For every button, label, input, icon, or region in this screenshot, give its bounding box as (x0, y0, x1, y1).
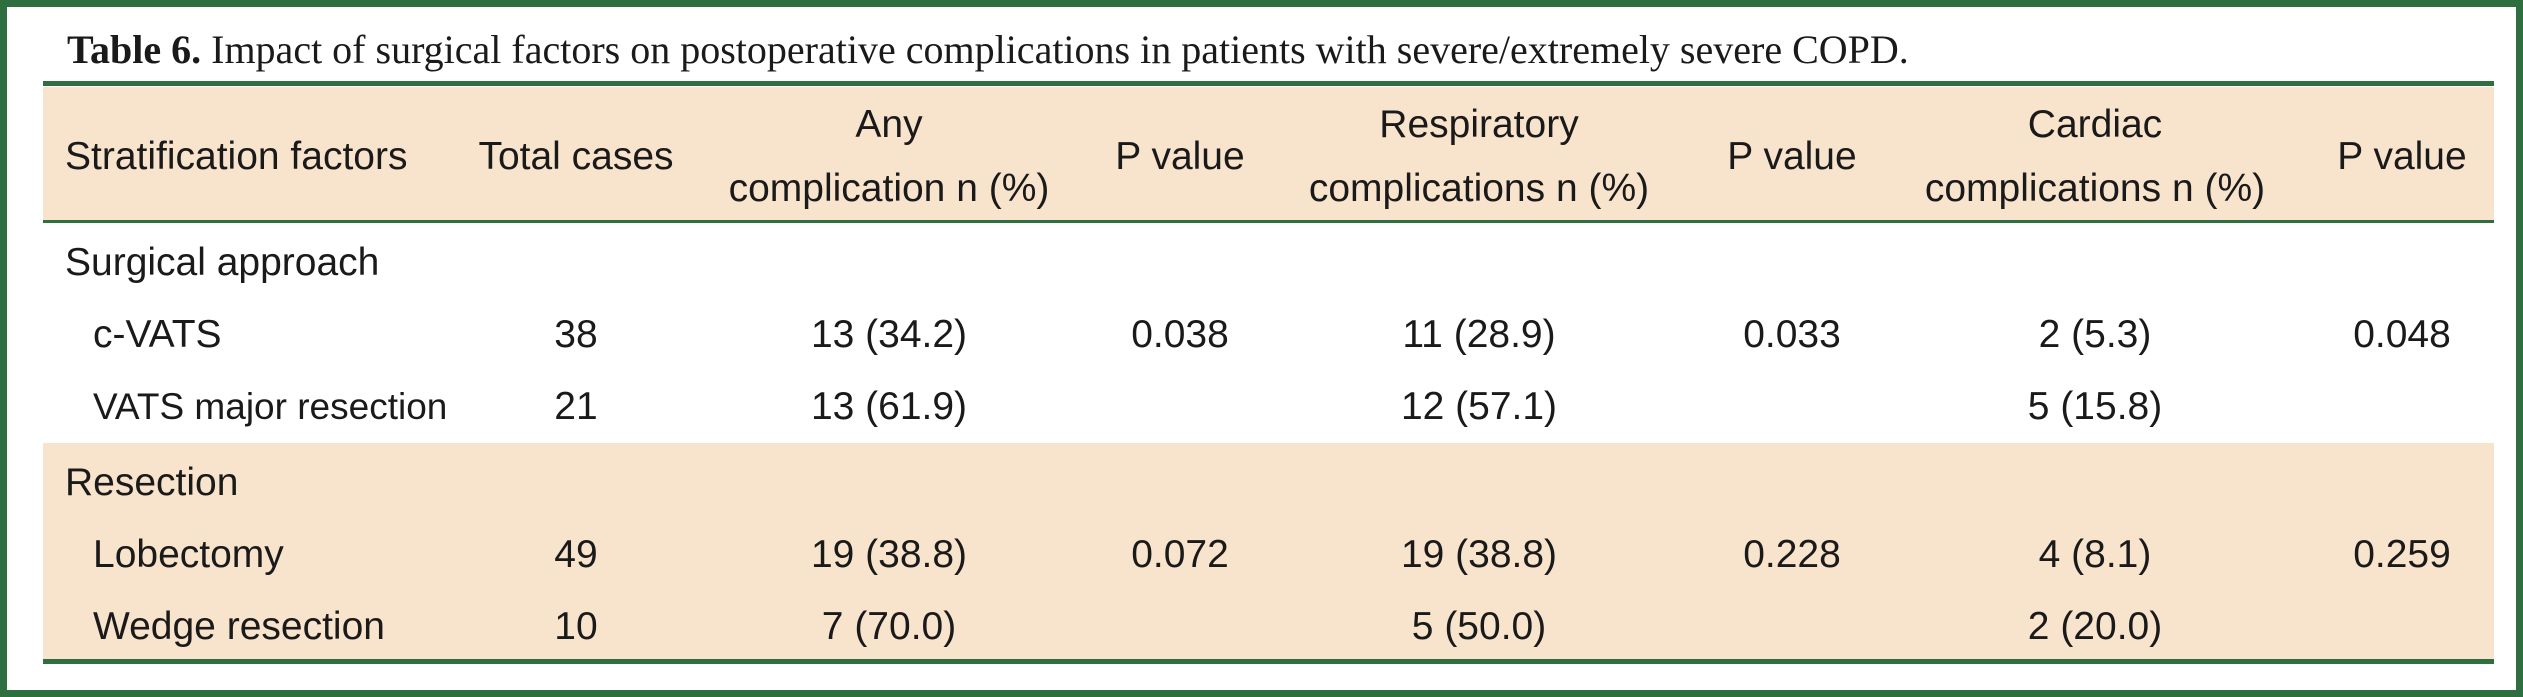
col-header-any-line1: Any (855, 103, 923, 146)
col-header-p-card: P value (2337, 135, 2467, 178)
top-rule (43, 81, 2494, 86)
cell-any: 19 (38.8) (810, 533, 968, 576)
cell-any: 13 (34.2) (810, 313, 968, 356)
cell-total: 38 (554, 313, 598, 356)
cell-p-resp: 0.228 (1743, 533, 1841, 576)
cell-any: 13 (61.9) (810, 385, 968, 428)
group-label: Surgical approach (65, 241, 380, 284)
table-caption: Table 6. Impact of surgical factors on p… (67, 25, 1909, 75)
col-header-resp-line1: Respiratory (1379, 103, 1579, 146)
cell-card: 2 (5.3) (2038, 313, 2152, 356)
resection-band (43, 443, 2494, 661)
group-label: Resection (65, 461, 239, 504)
cell-p-any: 0.072 (1131, 533, 1229, 576)
cell-resp: 12 (57.1) (1400, 385, 1558, 428)
col-header-card-line2: complications n (%) (1924, 167, 2266, 210)
col-header-total: Total cases (478, 135, 674, 178)
cell-p-any: 0.038 (1131, 313, 1229, 356)
cell-p-card: 0.259 (2353, 533, 2451, 576)
cell-factor: c-VATS (93, 313, 222, 356)
bottom-rule (43, 659, 2494, 664)
cell-p-card: 0.048 (2353, 313, 2451, 356)
cell-total: 49 (554, 533, 598, 576)
cell-total: 10 (554, 605, 598, 648)
col-header-p-any: P value (1115, 135, 1245, 178)
cell-any: 7 (70.0) (821, 605, 957, 648)
cell-card: 5 (15.8) (2027, 385, 2163, 428)
header-band (43, 87, 2494, 222)
caption-label: Table 6. (67, 27, 202, 72)
col-header-resp-line2: complications n (%) (1308, 167, 1650, 210)
header-rule (43, 220, 2494, 223)
cell-factor: VATS major resection (93, 386, 448, 427)
cell-factor: Lobectomy (93, 533, 284, 576)
cell-card: 4 (8.1) (2038, 533, 2152, 576)
col-header-p-resp: P value (1727, 135, 1857, 178)
cell-resp: 19 (38.8) (1400, 533, 1558, 576)
cell-factor: Wedge resection (93, 605, 385, 648)
caption-text: Impact of surgical factors on postoperat… (211, 27, 1909, 72)
cell-p-resp: 0.033 (1743, 313, 1841, 356)
col-header-factor: Stratification factors (65, 135, 408, 178)
cell-total: 21 (554, 385, 598, 428)
cell-resp: 11 (28.9) (1402, 313, 1556, 356)
col-header-any-line2: complication n (%) (728, 167, 1050, 210)
cell-resp: 5 (50.0) (1411, 605, 1547, 648)
col-header-card-line1: Cardiac (2027, 103, 2163, 146)
cell-card: 2 (20.0) (2027, 605, 2163, 648)
